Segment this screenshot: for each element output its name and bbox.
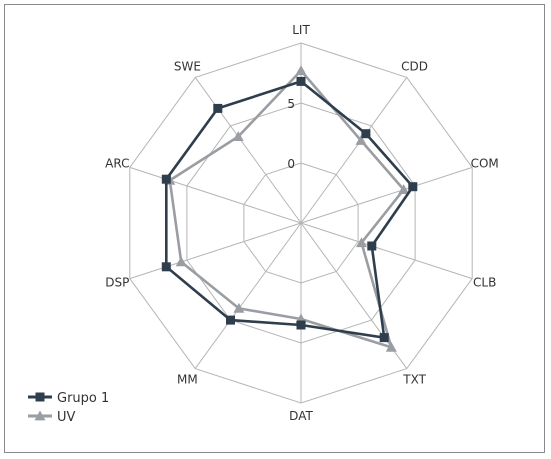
spoke-clb [300,222,473,280]
axis-label-arc: ARC [105,156,129,170]
point-uv-com [398,184,410,194]
axis-label-lit: LIT [292,23,310,37]
spoke-com [300,166,473,224]
axis-label-cdd: CDD [401,60,428,74]
point-uv-cdd [355,135,367,145]
point-grupo-1-clb [367,241,377,251]
series-line-uv [168,69,406,349]
spoke-swe [194,77,302,224]
point-uv-swe [232,131,244,141]
point-grupo-1-dsp [161,262,171,272]
axis-label-com: COM [471,156,499,170]
point-uv-mm [233,302,245,313]
legend-label: UV [57,410,76,425]
legend-label: Grupo 1 [57,391,109,406]
point-grupo-1-lit [296,76,306,86]
point-uv-lit [295,65,307,75]
point-uv-dsp [175,256,187,267]
spoke-arc [129,166,302,224]
axis-label-swe: SWE [174,60,201,74]
point-grupo-1-cdd [361,129,371,139]
chart-frame [4,4,545,453]
point-grupo-1-mm [226,315,235,325]
tick-labels: 05 [287,97,295,171]
legend-entry-uv: UV [28,410,76,425]
spoke-cdd [300,77,408,224]
point-grupo-1-dat [296,320,306,330]
point-grupo-1-com [408,182,418,192]
point-grupo-1-txt [379,333,389,343]
spoke-dsp [129,222,302,280]
axis-label-txt: TXT [402,372,426,386]
axis-label-clb: CLB [473,276,496,290]
series-grupo-1 [161,76,418,343]
series-uv [164,65,410,352]
axis-label-mm: MM [177,372,198,386]
axis-label-dsp: DSP [105,276,129,290]
tick-label-0: 0 [287,157,295,171]
legend-marker [34,410,46,421]
point-uv-clb [356,237,367,248]
point-grupo-1-swe [213,103,223,113]
axis-labels: LIT CDD COM CLB TXT DAT MM DSP ARC SWE [105,23,499,423]
axis-label-dat: DAT [289,409,313,423]
legend-entry-grupo-1: Grupo 1 [28,391,109,406]
legend: Grupo 1 UV [28,391,109,425]
point-uv-txt [385,341,397,352]
radar-series [161,65,418,352]
legend-marker [35,392,45,402]
point-grupo-1-arc [161,174,171,184]
tick-label-1: 5 [287,97,295,111]
spoke-mm [194,222,302,369]
